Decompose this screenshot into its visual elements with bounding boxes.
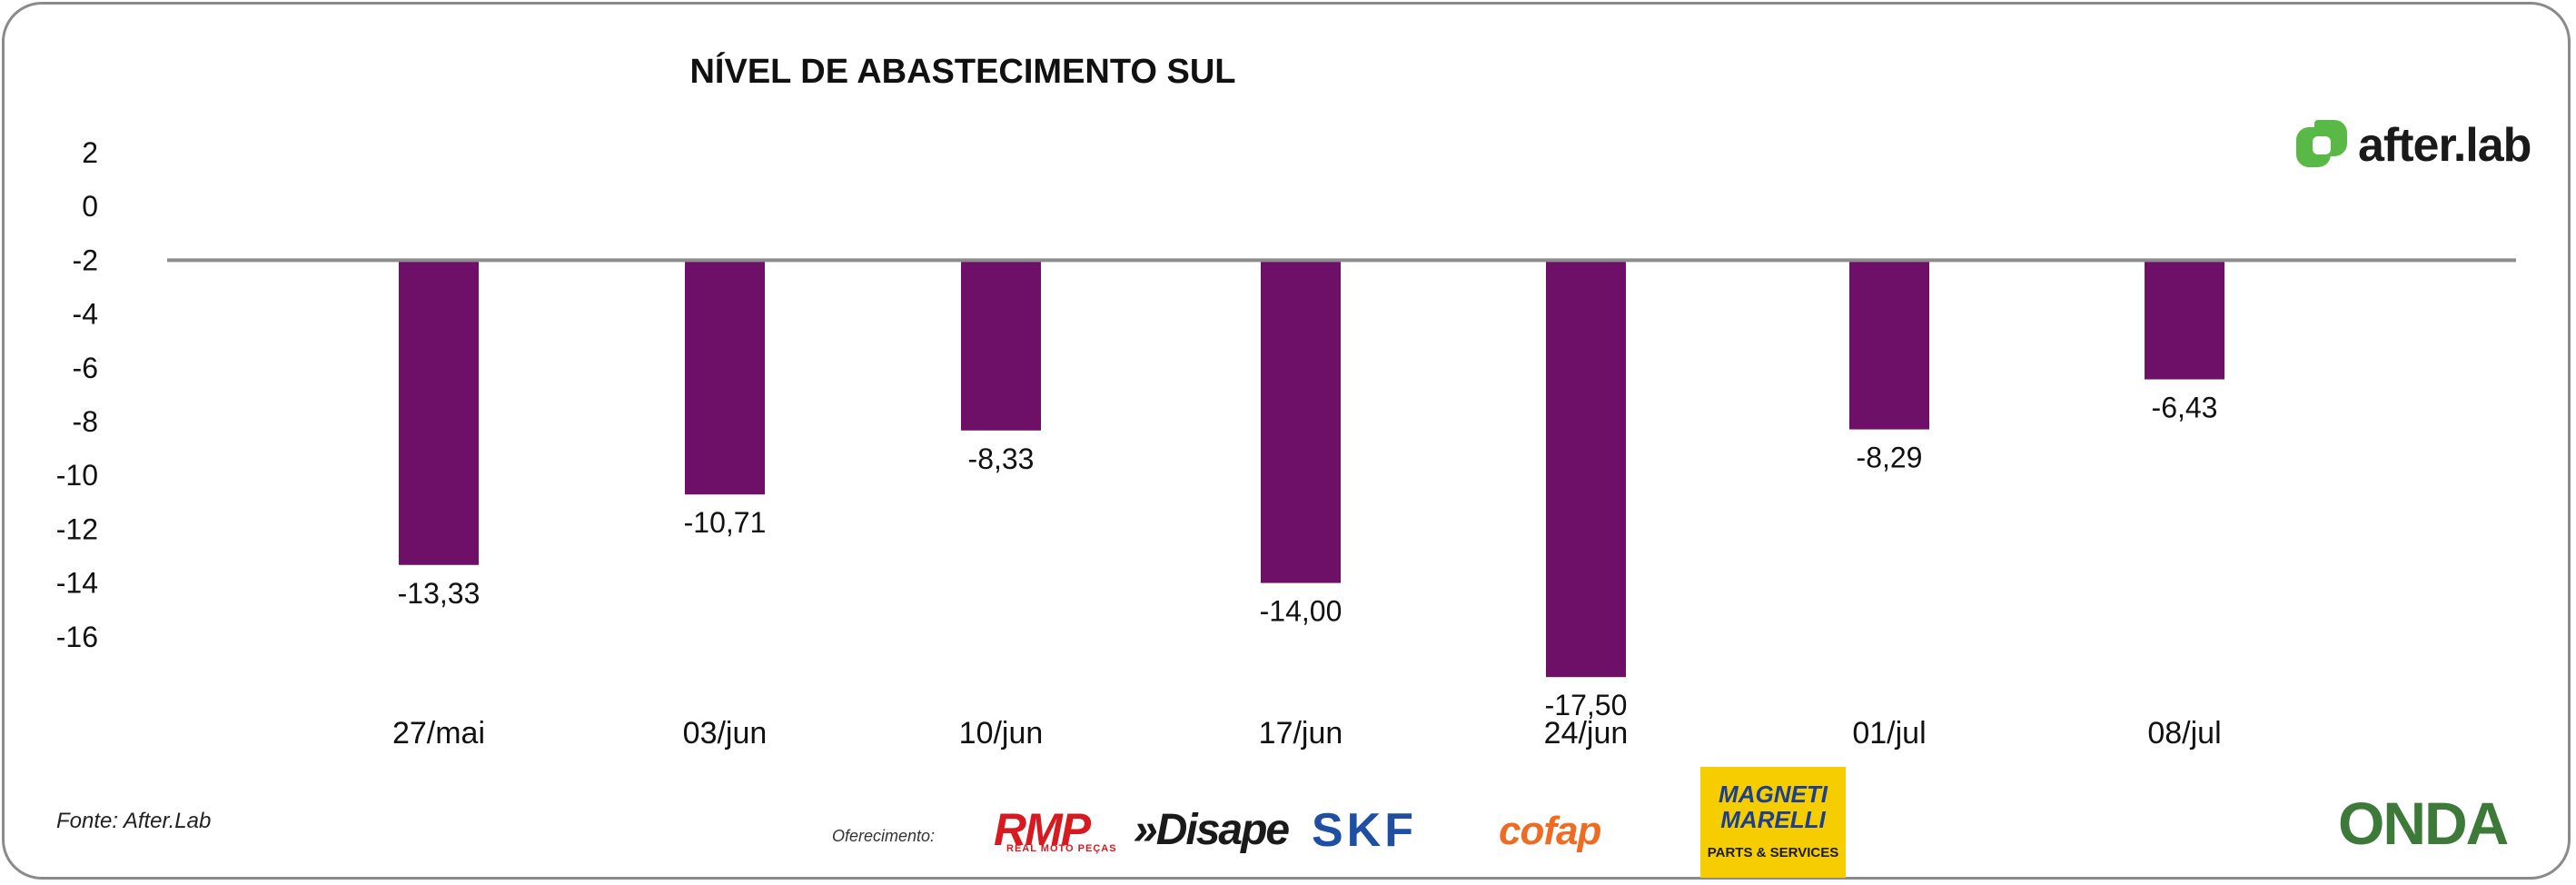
rmp-logo-subtitle: REAL MOTO PEÇAS: [1006, 843, 1117, 854]
sponsor-label: Oferecimento:: [832, 827, 936, 845]
bars: [399, 260, 2224, 678]
y-tick-label: -12: [56, 512, 98, 545]
cofap-logo: cofap: [1499, 809, 1601, 853]
y-axis-ticks: 2 0 -2 -4 -6 -8 -10 -12 -14 -16: [56, 136, 98, 653]
x-axis-labels: 27/mai 03/jun 10/jun 17/jun 24/jun 01/jul 08/j…: [392, 716, 2222, 751]
x-category-label: 01/jul: [1852, 716, 1926, 751]
afterlab-logo: after.lab: [2296, 116, 2531, 174]
chart-title: NÍVEL DE ABASTECIMENTO SUL: [689, 53, 1236, 91]
bar-value-label: -8,33: [968, 442, 1035, 475]
disape-logo: »Disape: [1134, 806, 1290, 854]
magneti-marelli-subtitle: PARTS & SERVICES: [1707, 845, 1839, 860]
x-category-label: 17/jun: [1259, 716, 1343, 751]
y-tick-label: -16: [56, 621, 98, 653]
bar: [399, 260, 479, 565]
onda-logo: ONDA: [2338, 790, 2509, 857]
y-tick-label: 2: [82, 136, 98, 169]
y-tick-label: -2: [73, 244, 98, 276]
source-note: Fonte: After.Lab: [56, 809, 212, 833]
bar-value-label: -14,00: [1260, 595, 1342, 628]
y-tick-label: -4: [73, 298, 98, 331]
x-category-label: 24/jun: [1544, 716, 1629, 751]
bar: [1849, 260, 1929, 430]
bar-value-label: -10,71: [684, 506, 767, 539]
afterlab-logo-text: after.lab: [2358, 119, 2531, 172]
bar-value-label: -8,29: [1857, 442, 1923, 474]
y-tick-label: -14: [56, 567, 98, 600]
afterlab-mark-icon: [2296, 120, 2349, 171]
data-labels: -13,33 -10,71 -8,33 -14,00 -17,50 -8,29 -6,43: [398, 392, 2218, 722]
x-category-label: 03/jun: [683, 716, 768, 751]
y-tick-label: -10: [56, 459, 98, 492]
bar: [1546, 260, 1626, 678]
bar-value-label: -6,43: [2152, 392, 2218, 424]
bar: [685, 260, 765, 495]
rmp-logo: RMP: [994, 804, 1091, 855]
magneti-marelli-logo: MAGNETI MARELLI PARTS & SERVICES: [1700, 767, 1846, 878]
y-tick-label: -8: [73, 405, 98, 438]
x-category-label: 27/mai: [392, 716, 485, 751]
x-category-label: 10/jun: [959, 716, 1044, 751]
bar: [2145, 260, 2224, 380]
bar: [961, 260, 1041, 431]
y-tick-label: 0: [82, 190, 98, 223]
x-category-label: 08/jul: [2147, 716, 2221, 751]
bar-value-label: -17,50: [1545, 689, 1628, 721]
magneti-marelli-name: MAGNETI MARELLI: [1719, 781, 1828, 833]
bar: [1261, 260, 1341, 583]
y-tick-label: -6: [73, 352, 98, 384]
skf-logo: SKF: [1312, 804, 1417, 857]
bar-value-label: -13,33: [398, 577, 481, 610]
